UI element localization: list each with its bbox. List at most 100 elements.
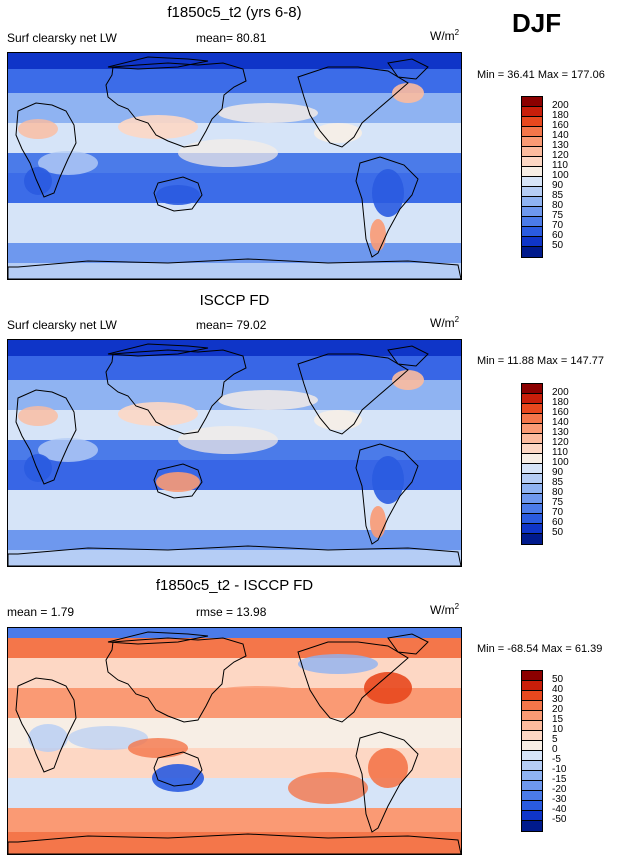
colorbar-swatch [522,821,542,831]
colorbar-swatch [522,504,542,514]
colorbar-tick-label: 85 [552,477,564,488]
field-contour [298,654,378,674]
field-contour [68,726,148,750]
colorbar-tick-label: 160 [552,120,569,131]
colorbar-swatch [522,524,542,534]
colorbar-tick-label: 10 [552,724,564,735]
colorbar-tick-label: 60 [552,230,564,241]
colorbar-tick-label: 70 [552,220,564,231]
panel-3-units: W/m2 [430,602,460,617]
field-contour [128,738,188,758]
colorbar-swatch [522,791,542,801]
continent-outline [105,637,247,723]
colorbar-swatch [522,137,542,147]
colorbar-swatch [522,464,542,474]
continent-outline [297,353,409,435]
colorbar-tick-label: 180 [552,110,569,121]
colorbar-tick-label: 100 [552,457,569,468]
continent-outline [105,62,247,148]
colorbar-swatch [522,107,542,117]
field-contour [18,406,58,426]
colorbar-tick-label: -5 [552,754,561,765]
colorbar-swatch [522,801,542,811]
field-contour [156,472,200,492]
field-contour [152,764,204,792]
continent-outline [15,389,77,485]
panel-2-left-label: Surf clearsky net LW [7,318,117,332]
colorbar-tick-label: -15 [552,774,567,785]
colorbar-swatch [522,701,542,711]
field-contour [178,426,278,454]
field-contour [392,370,424,390]
colorbar-tick-label: 160 [552,407,569,418]
colorbar-swatch [522,691,542,701]
field-band [8,53,461,69]
panel-2-colorbar [521,383,543,545]
colorbar-swatch [522,741,542,751]
colorbar-tick-label: -30 [552,794,567,805]
field-contour [24,167,52,195]
field-contour [198,686,318,710]
colorbar-swatch [522,711,542,721]
continent-outline [297,66,409,148]
colorbar-tick-label: -10 [552,764,567,775]
field-contour [178,139,278,167]
field-contour [218,390,318,410]
panel-1-colorbar [521,96,543,258]
colorbar-tick-label: 50 [552,674,564,685]
field-band [8,243,461,263]
colorbar-swatch [522,177,542,187]
colorbar-swatch [522,671,542,681]
colorbar-swatch [522,117,542,127]
colorbar-tick-label: 20 [552,704,564,715]
colorbar-swatch [522,394,542,404]
panel-3-map [7,627,462,855]
continent-outline [153,463,203,499]
colorbar-swatch [522,811,542,821]
colorbar-swatch [522,781,542,791]
field-contour [370,219,386,251]
field-contour [156,185,200,205]
colorbar-swatch [522,227,542,237]
panel-1-map [7,52,462,280]
colorbar-tick-label: 40 [552,684,564,695]
field-contour [38,151,98,175]
continent-outline [107,343,209,357]
continent-outline [8,833,461,854]
colorbar-swatch [522,751,542,761]
continent-outline [107,56,209,70]
colorbar-swatch [522,474,542,484]
panel-2-minmax: Min = 11.88 Max = 147.77 [477,355,604,367]
panel-3-left-label: mean = 1.79 [7,605,75,619]
colorbar-tick-label: -40 [552,804,567,815]
colorbar-tick-label: 130 [552,427,569,438]
field-band [8,530,461,550]
field-contour [288,772,368,804]
colorbar-swatch [522,424,542,434]
panel-3-rmse-label: rmse = 13.98 [196,605,267,619]
field-contour [118,115,198,139]
continent-outline [8,258,461,279]
panel-1-mean-label: mean= 80.81 [196,31,267,45]
continent-outline [387,345,429,367]
colorbar-swatch [522,237,542,247]
field-band [8,263,461,279]
continent-outline [15,677,77,773]
colorbar-swatch [522,434,542,444]
continent-outline [355,731,419,833]
colorbar-swatch [522,404,542,414]
field-contour [372,169,404,217]
colorbar-tick-label: 75 [552,497,564,508]
colorbar-tick-label: 90 [552,180,564,191]
colorbar-tick-label: 80 [552,200,564,211]
panel-2-title: ISCCP FD [199,292,270,309]
colorbar-swatch [522,771,542,781]
field-contour [18,119,58,139]
field-band [8,832,461,854]
panel-3-title: f1850c5_t2 - ISCCP FD [155,577,314,594]
panel-1-units: W/m2 [430,28,460,43]
colorbar-swatch [522,731,542,741]
colorbar-tick-label: 85 [552,190,564,201]
field-band [8,340,461,356]
colorbar-swatch [522,444,542,454]
